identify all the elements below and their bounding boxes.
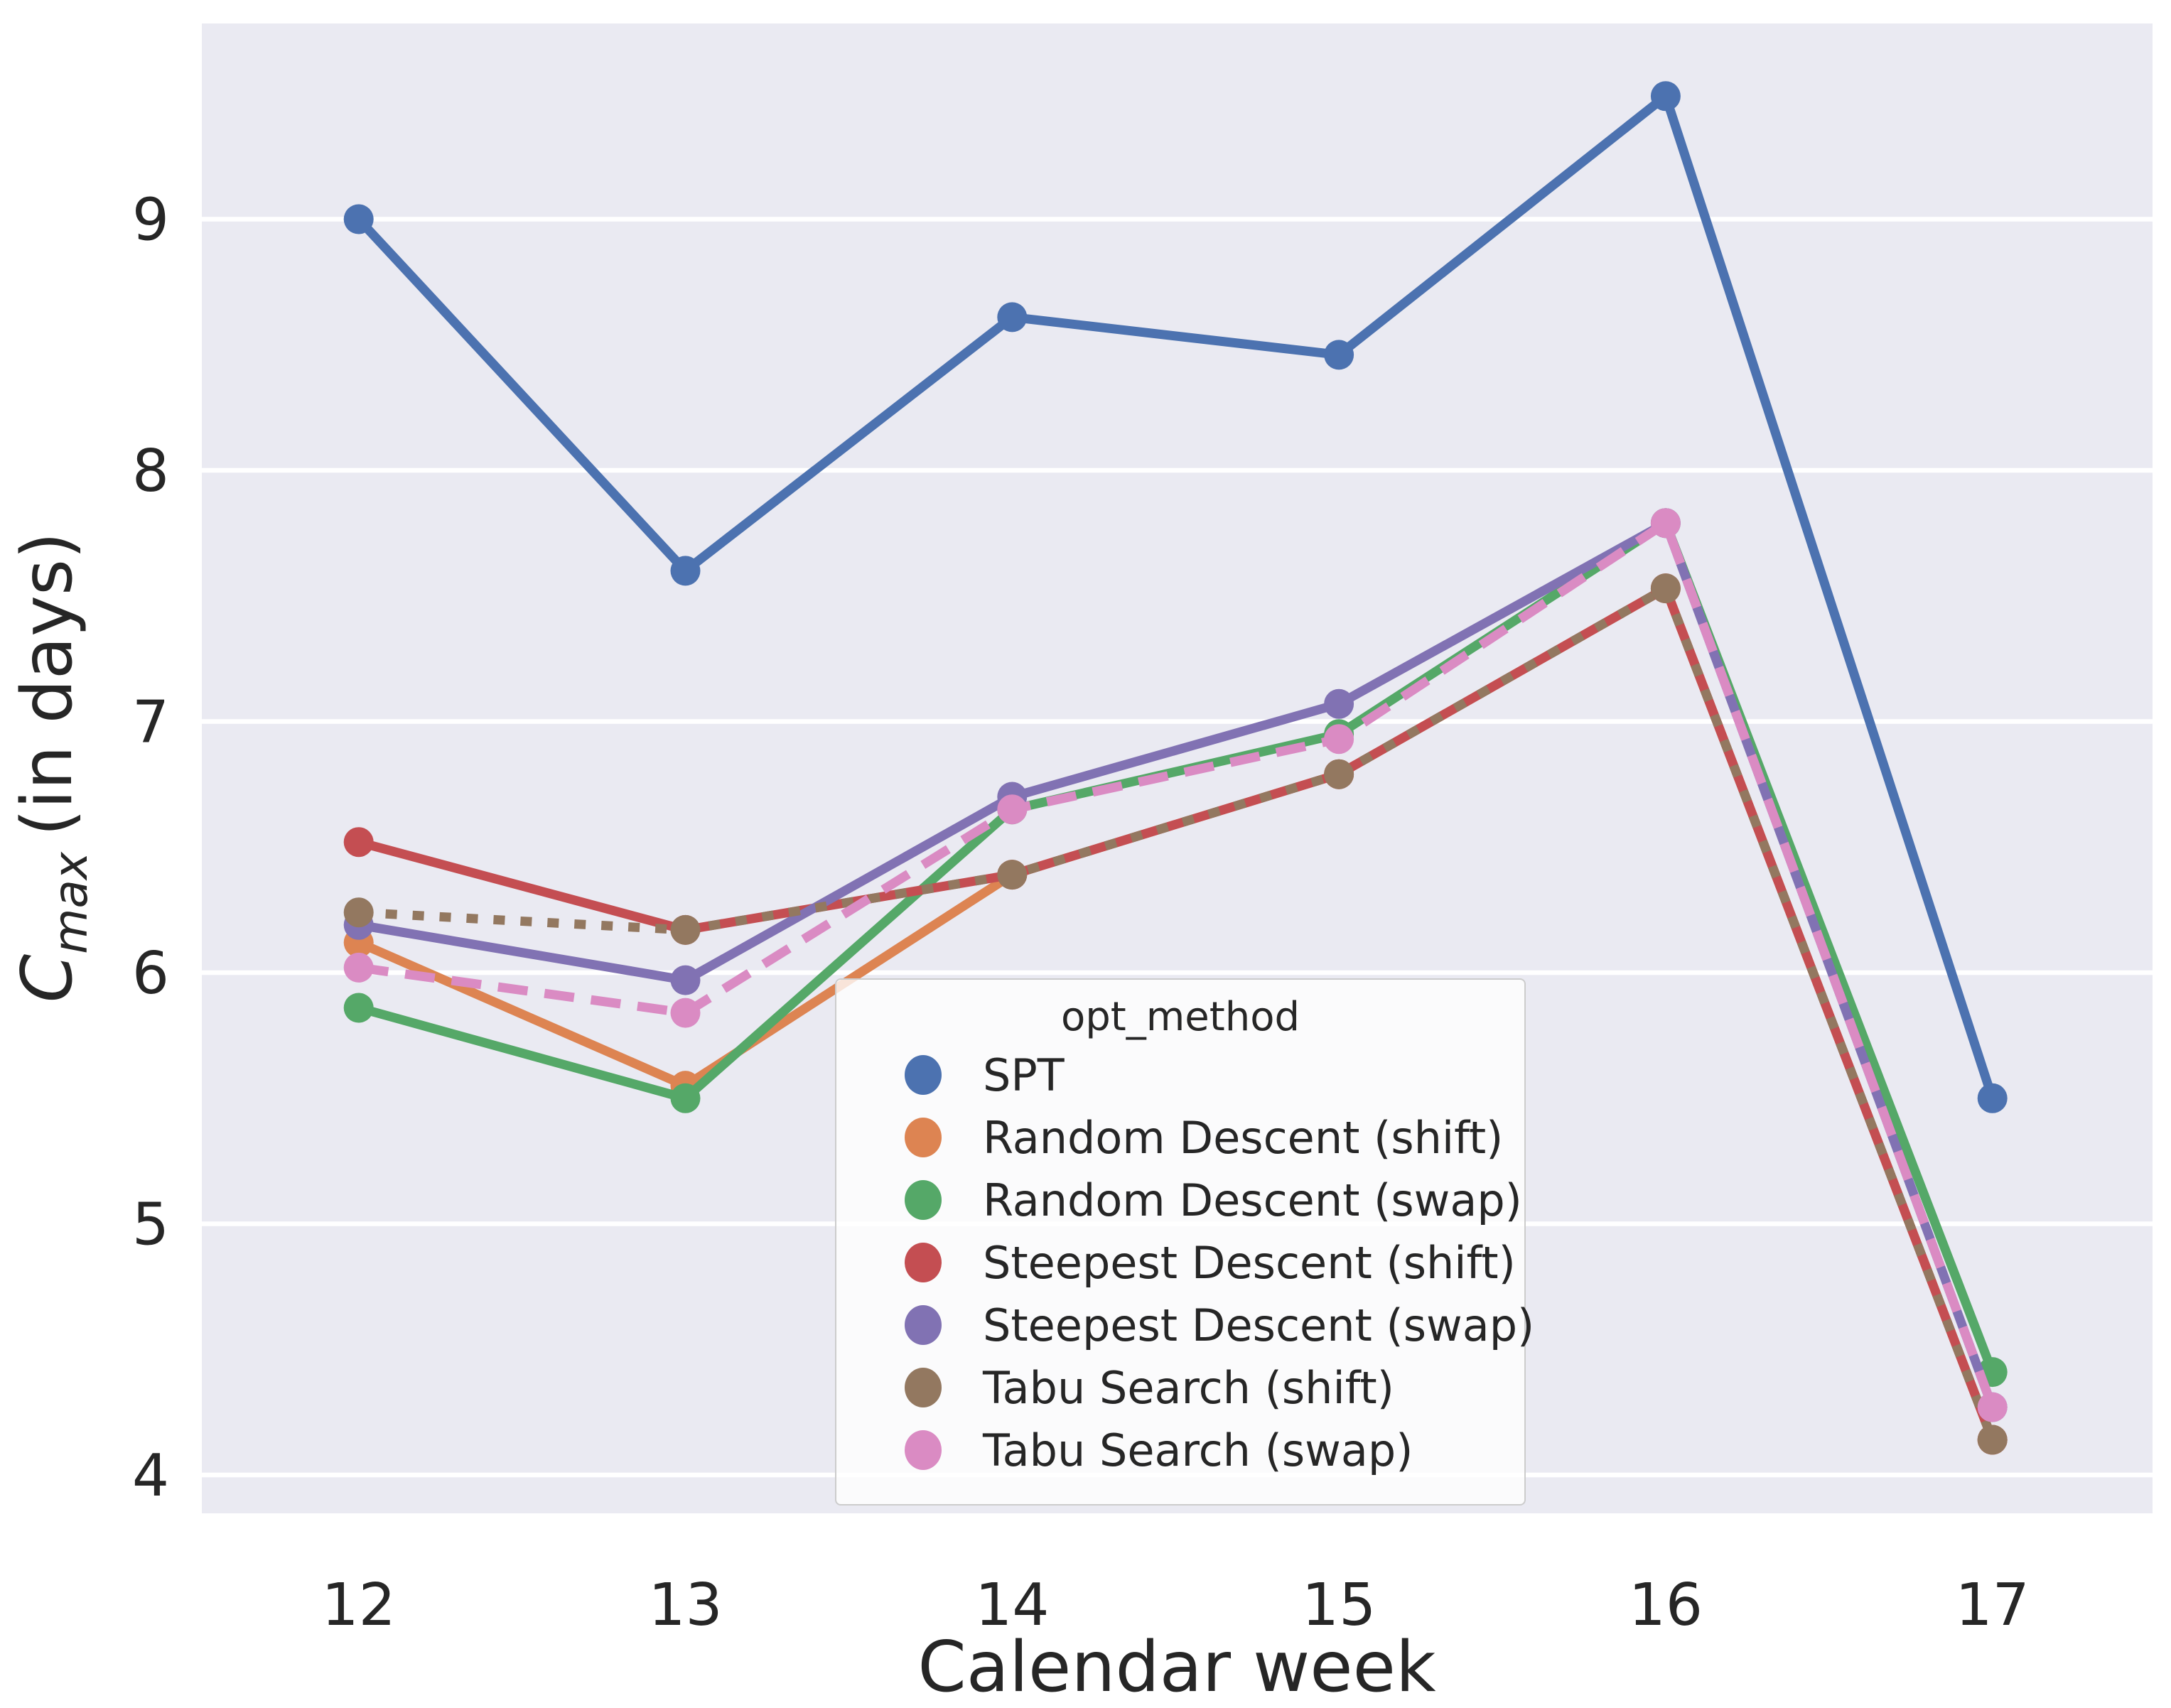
legend-marker-icon [905,1243,942,1282]
legend-item-Tabu Search (shift): Tabu Search (shift) [836,1356,1524,1419]
marker-SPT-week-15 [1324,340,1354,370]
legend-item-label: Random Descent (swap) [983,1174,1522,1226]
series-line-Steepest Descent (shift) [357,583,1997,1442]
legend-item-label: Steepest Descent (swap) [983,1299,1535,1351]
marker-Tabu Search (shift)-week-17 [1977,1425,2008,1455]
y-tick-label-7: 7 [132,689,169,757]
legend-title: opt_method [1060,994,1300,1040]
x-tick-label-16: 16 [1629,1572,1703,1639]
legend: opt_method SPT Random Descent (shift) Rand… [835,978,1534,1506]
y-axis-label-units: (in days) [7,532,88,836]
legend-item-Random Descent (shift): Random Descent (shift) [836,1106,1524,1169]
marker-Tabu Search (swap)-week-13 [670,998,701,1028]
marker-Steepest Descent (shift)-week-12 [343,827,374,858]
legend-marker-icon [905,1055,942,1095]
x-axis-label: Calendar week [917,1627,1436,1708]
legend-item-label: Random Descent (shift) [983,1111,1504,1164]
x-tick-label-17: 17 [1956,1572,2030,1639]
series-line-Tabu Search (shift) [358,583,1997,1442]
marker-Steepest Descent (swap)-week-15 [1324,688,1354,719]
legend-item-Steepest Descent (shift): Steepest Descent (shift) [836,1231,1524,1294]
marker-SPT-week-14 [997,302,1028,333]
marker-Tabu Search (swap)-week-12 [343,952,374,983]
legend-marker-icon [905,1430,942,1470]
legend-item-SPT: SPT [836,1044,1524,1106]
x-tick-label-14: 14 [975,1572,1049,1639]
y-tick-label-4: 4 [132,1442,169,1510]
marker-Random Descent (swap)-week-13 [670,1083,701,1113]
marker-Tabu Search (swap)-week-16 [1650,508,1681,539]
series-line-Tabu Search (swap) [357,518,1997,1409]
marker-Random Descent (swap)-week-12 [343,993,374,1023]
marker-SPT-week-13 [670,556,701,586]
marker-Tabu Search (shift)-week-15 [1324,759,1354,789]
x-tick-labels: 12 13 14 15 16 17 [322,1572,2030,1639]
y-tick-labels: 4 5 6 7 8 9 [132,187,169,1510]
marker-Tabu Search (shift)-week-14 [997,860,1028,890]
marker-SPT-week-12 [343,204,374,234]
series-line-SPT [355,91,1997,1100]
legend-item-label: Steepest Descent (shift) [983,1236,1516,1289]
series-layer [343,81,2008,1455]
legend-item-Random Descent (swap): Random Descent (swap) [836,1169,1524,1231]
y-axis-label-subscript: max [43,851,98,954]
legend-item-label: Tabu Search (shift) [983,1361,1394,1414]
y-tick-label-9: 9 [132,187,169,254]
marker-Tabu Search (swap)-week-15 [1324,724,1354,755]
marker-SPT-week-16 [1650,81,1681,112]
marker-Tabu Search (shift)-week-12 [343,897,374,928]
marker-Tabu Search (shift)-week-13 [670,914,701,945]
x-tick-label-15: 15 [1302,1572,1376,1639]
legend-marker-icon [905,1305,942,1345]
legend-item-label: Tabu Search (swap) [983,1424,1413,1476]
legend-marker-icon [905,1118,942,1157]
x-tick-label-13: 13 [648,1572,722,1639]
marker-Tabu Search (swap)-week-14 [997,794,1028,825]
marker-Tabu Search (swap)-week-17 [1977,1392,2008,1422]
marker-SPT-week-17 [1977,1083,2008,1113]
legend-item-Steepest Descent (swap): Steepest Descent (swap) [836,1294,1534,1356]
y-tick-label-5: 5 [132,1191,169,1259]
legend-item-Tabu Search (swap): Tabu Search (swap) [836,1419,1524,1481]
y-tick-label-6: 6 [132,940,169,1007]
marker-Tabu Search (shift)-week-16 [1650,573,1681,604]
legend-item-label: SPT [983,1049,1065,1101]
legend-marker-icon [905,1368,942,1407]
x-tick-label-12: 12 [322,1572,396,1639]
legend-items: SPT Random Descent (shift) Random Descent … [836,1044,1534,1481]
y-axis-label-variable: C [7,953,88,1002]
y-axis-label: Cmax (in days) [7,532,98,1003]
marker-Steepest Descent (swap)-week-13 [670,965,701,995]
legend-marker-icon [905,1180,942,1220]
y-tick-label-8: 8 [132,438,169,505]
